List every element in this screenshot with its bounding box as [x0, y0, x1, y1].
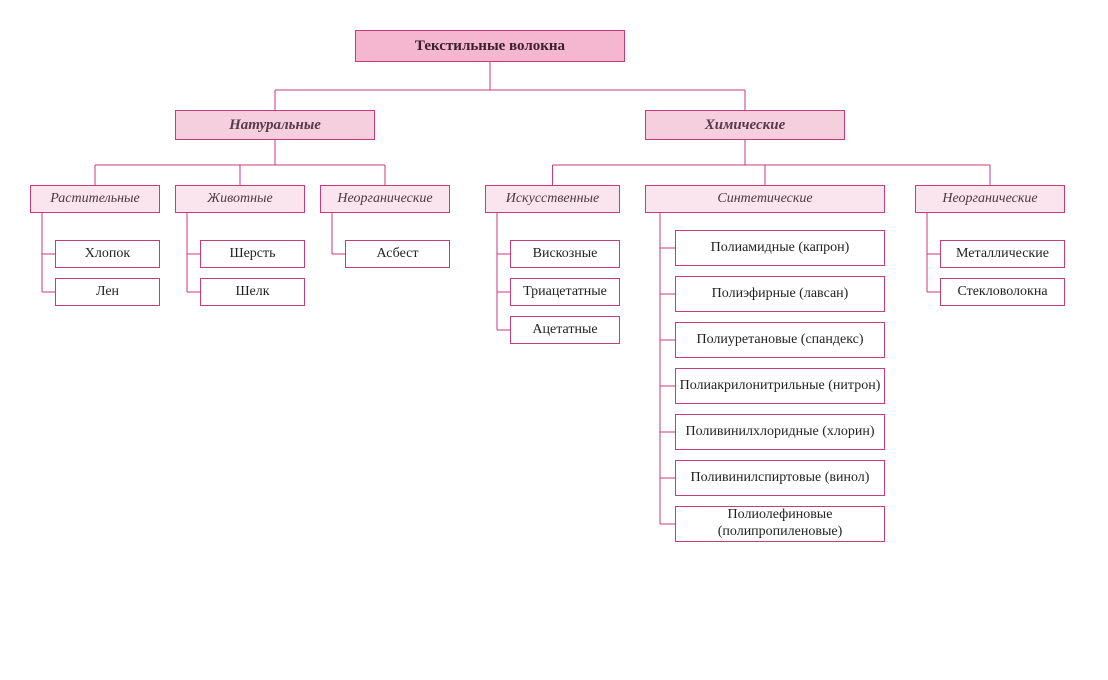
node-polyacrylo: Полиакрилонитрильные (нитрон) [675, 368, 885, 404]
tree-diagram: Текстильные волокна Натуральные Химические… [20, 20, 1088, 660]
node-asbestos: Асбест [345, 240, 450, 268]
node-animal: Животные [175, 185, 305, 213]
node-polyamide: Полиамидные (капрон) [675, 230, 885, 266]
node-cotton: Хлопок [55, 240, 160, 268]
node-triacetate: Триацетатные [510, 278, 620, 306]
node-plant: Растительные [30, 185, 160, 213]
node-viscose: Вискозные [510, 240, 620, 268]
node-root: Текстильные волокна [355, 30, 625, 62]
node-polyolefin: Полиолефиновые (полипропиленовые) [675, 506, 885, 542]
node-artificial: Искусственные [485, 185, 620, 213]
node-inorg_chem: Неорганические [915, 185, 1065, 213]
node-synthetic: Синтетические [645, 185, 885, 213]
node-natural: Натуральные [175, 110, 375, 140]
node-pva: Поливинилспиртовые (винол) [675, 460, 885, 496]
node-glassfiber: Стекловолокна [940, 278, 1065, 306]
node-polyurethane: Полиуретановые (спандекс) [675, 322, 885, 358]
node-polyester: Полиэфирные (лавсан) [675, 276, 885, 312]
node-wool: Шерсть [200, 240, 305, 268]
node-linen: Лен [55, 278, 160, 306]
node-metallic: Металлические [940, 240, 1065, 268]
node-inorg_nat: Неорганические [320, 185, 450, 213]
node-pvc: Поливинилхлоридные (хлорин) [675, 414, 885, 450]
node-chemical: Химические [645, 110, 845, 140]
node-silk: Шелк [200, 278, 305, 306]
node-acetate: Ацетатные [510, 316, 620, 344]
